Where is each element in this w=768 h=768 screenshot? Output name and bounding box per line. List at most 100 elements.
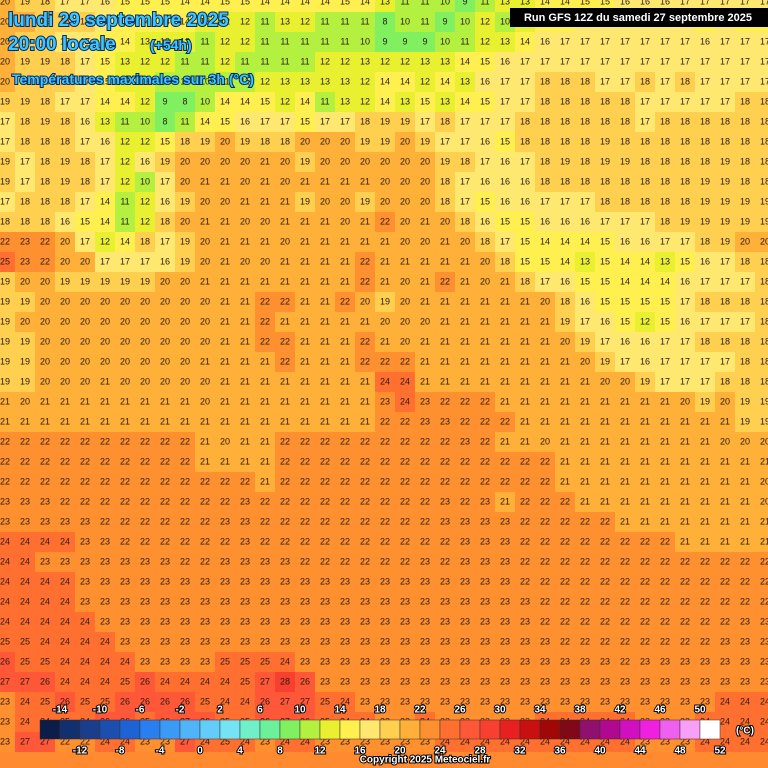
- temp-cell: [215, 192, 235, 212]
- temp-label: 19: [0, 296, 10, 306]
- temp-label: 23: [460, 516, 470, 526]
- temp-cell: [395, 192, 415, 212]
- temp-cell: [475, 52, 495, 72]
- temp-label: 17: [600, 36, 610, 46]
- temp-cell: [535, 72, 555, 92]
- temp-label: 14: [540, 236, 550, 246]
- temp-label: 18: [440, 196, 450, 206]
- temp-label: 23: [80, 516, 90, 526]
- temp-cell: [235, 352, 255, 372]
- temp-cell: [435, 212, 455, 232]
- temp-label: 23: [40, 516, 50, 526]
- temp-cell: [635, 172, 655, 192]
- scale-unit: (°C): [736, 726, 754, 737]
- temp-label: 17: [700, 276, 710, 286]
- temp-label: 21: [600, 456, 610, 466]
- temp-label: 18: [720, 136, 730, 146]
- temp-label: 17: [680, 0, 690, 6]
- temp-label: 18: [580, 156, 590, 166]
- temp-label: 19: [20, 96, 30, 106]
- temp-label: 22: [340, 296, 350, 306]
- temp-label: 19: [0, 356, 10, 366]
- temp-cell: [115, 232, 135, 252]
- temp-cell: [195, 0, 215, 12]
- temp-cell: [635, 132, 655, 152]
- temp-label: 20: [160, 336, 170, 346]
- temp-label: 24: [380, 376, 390, 386]
- temp-cell: [95, 192, 115, 212]
- temp-cell: [15, 0, 35, 12]
- temp-cell: [195, 72, 215, 92]
- temp-label: 23: [240, 576, 250, 586]
- temp-label: 20: [180, 336, 190, 346]
- temp-label: 24: [20, 716, 30, 726]
- temp-cell: [415, 372, 435, 392]
- temp-cell: [495, 172, 515, 192]
- temp-label: 23: [700, 656, 710, 666]
- temp-cell: [495, 232, 515, 252]
- temp-label: 21: [220, 376, 230, 386]
- temp-label: 23: [200, 656, 210, 666]
- temp-cell: [115, 152, 135, 172]
- temp-label: 21: [220, 456, 230, 466]
- scale-label: -12: [73, 746, 88, 757]
- temp-label: 19: [0, 276, 10, 286]
- temp-label: 20: [480, 256, 490, 266]
- temp-label: 22: [300, 496, 310, 506]
- temp-cell: [275, 0, 295, 12]
- temp-label: 21: [340, 416, 350, 426]
- temp-label: 23: [140, 636, 150, 646]
- temp-cell: [535, 92, 555, 112]
- temp-label: 21: [280, 196, 290, 206]
- temp-label: 20: [140, 336, 150, 346]
- temp-label: 24: [720, 716, 730, 726]
- temp-label: 24: [720, 696, 730, 706]
- temp-cell: [515, 92, 535, 112]
- temp-cell: [635, 352, 655, 372]
- temp-label: 20: [160, 356, 170, 366]
- temp-cell: [95, 152, 115, 172]
- temp-cell: [15, 12, 35, 32]
- temp-cell: [55, 252, 75, 272]
- temp-label: 21: [620, 436, 630, 446]
- temp-label: 21: [380, 236, 390, 246]
- temp-label: 17: [680, 96, 690, 106]
- temp-label: 21: [0, 416, 10, 426]
- temp-cell: [575, 152, 595, 172]
- temp-label: 22: [540, 456, 550, 466]
- temp-label: 21: [320, 336, 330, 346]
- temp-label: 15: [240, 0, 250, 6]
- temp-cell: [455, 272, 475, 292]
- temp-cell: [315, 92, 335, 112]
- temp-label: 22: [460, 396, 470, 406]
- temp-label: 11: [280, 36, 289, 46]
- temp-label: 21: [640, 516, 650, 526]
- temp-label: 15: [600, 236, 610, 246]
- temp-cell: [415, 52, 435, 72]
- temp-cell: [0, 0, 15, 12]
- temp-cell: [275, 132, 295, 152]
- temp-cell: [275, 252, 295, 272]
- temp-cell: [415, 92, 435, 112]
- scale-swatch: [239, 719, 261, 740]
- temp-label: 14: [620, 276, 630, 286]
- temp-label: 20: [400, 216, 410, 226]
- temp-cell: [35, 112, 55, 132]
- temp-label: 17: [620, 356, 630, 366]
- temp-label: 22: [380, 436, 390, 446]
- temp-label: 22: [540, 516, 550, 526]
- temp-label: 11: [400, 0, 409, 6]
- temp-cell: [275, 332, 295, 352]
- temp-cell: [235, 152, 255, 172]
- scale-swatch: [199, 719, 221, 740]
- temp-cell: [215, 132, 235, 152]
- temp-label: 23: [20, 496, 30, 506]
- temp-label: 21: [300, 416, 310, 426]
- temp-label: 17: [600, 76, 610, 86]
- temp-label: 22: [120, 516, 130, 526]
- temp-label: 13: [340, 76, 350, 86]
- temp-label: 18: [60, 196, 70, 206]
- temp-cell: [755, 112, 768, 132]
- temp-label: 23: [300, 656, 310, 666]
